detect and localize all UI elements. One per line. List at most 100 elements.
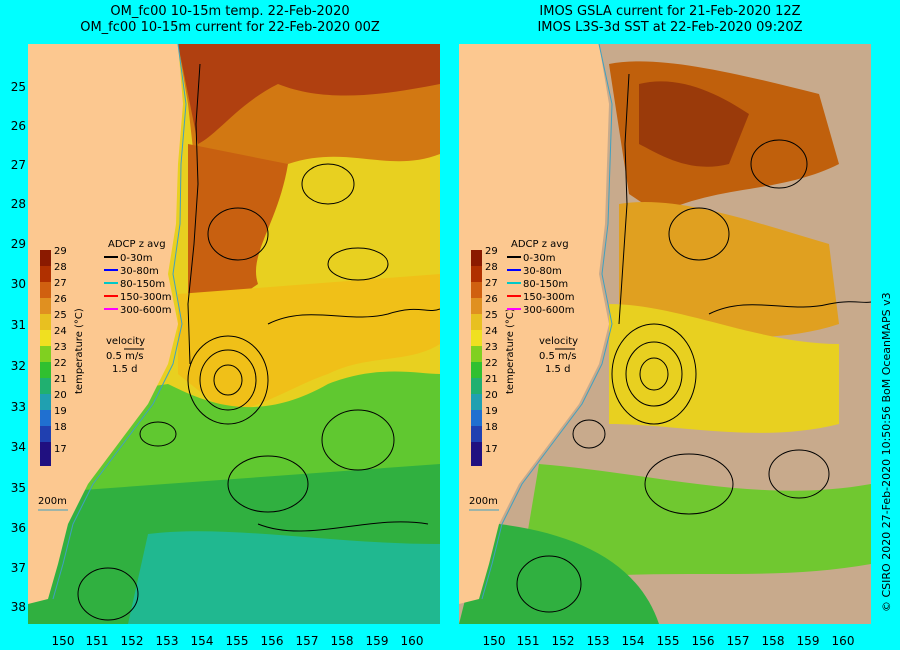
- left-colorbar: [40, 250, 51, 466]
- cb-axis-label: temperature (°C): [505, 308, 516, 394]
- right-200m-contour: [481, 44, 613, 600]
- right-velocity-scale: velocity 0.5 m/s 1.5 d: [539, 336, 578, 375]
- legend-item: 80-150m: [523, 279, 568, 290]
- cb-tick: 25: [54, 310, 67, 321]
- cb-tick: 24: [485, 326, 498, 337]
- cb-tick: 18: [54, 422, 67, 433]
- cb-axis-label: temperature (°C): [74, 308, 85, 394]
- lat-label: 38: [10, 600, 26, 614]
- lat-label: 34: [10, 440, 26, 454]
- lat-label: 31: [10, 318, 26, 332]
- lon-label: 158: [330, 634, 354, 648]
- lat-label: 27: [10, 158, 26, 172]
- lon-label: 150: [51, 634, 75, 648]
- cb-tick: 26: [54, 294, 67, 305]
- cb-tick: 21: [485, 374, 498, 385]
- right-colorbar-ticks: 29 28 27 26 25 24 23 22 21 20 19 18 17 t…: [485, 246, 516, 455]
- lat-label: 32: [10, 359, 26, 373]
- right-map-svg: 29 28 27 26 25 24 23 22 21 20 19 18 17 t…: [459, 44, 871, 624]
- legend-item: 150-300m: [523, 292, 575, 303]
- lat-label: 28: [10, 197, 26, 211]
- left-teal-zone: [128, 531, 440, 624]
- legend-item: 30-80m: [523, 266, 562, 277]
- right-orange-zone: [619, 202, 839, 344]
- cb-tick: 27: [54, 278, 67, 289]
- velocity-time: 1.5 d: [545, 364, 570, 375]
- cb-tick: 18: [485, 422, 498, 433]
- legend-title: ADCP z avg: [511, 239, 569, 250]
- legend-item: 30-80m: [120, 266, 159, 277]
- cb-tick: 23: [485, 342, 498, 353]
- lon-label: 159: [796, 634, 820, 648]
- left-depth-label: 200m: [38, 496, 67, 507]
- cb-tick: 26: [485, 294, 498, 305]
- lon-label: 151: [85, 634, 109, 648]
- lat-label: 36: [10, 521, 26, 535]
- lon-label: 152: [120, 634, 144, 648]
- copyright-credit: © CSIRO 2020 27-Feb-2020 10:50:56 BoM Oc…: [880, 292, 893, 612]
- right-adcp-legend: ADCP z avg 0-30m 30-80m 80-150m 150-300m…: [507, 239, 575, 316]
- legend-item: 300-600m: [120, 305, 172, 316]
- legend-title: ADCP z avg: [108, 239, 166, 250]
- lon-label: 157: [295, 634, 319, 648]
- cb-tick: 21: [54, 374, 67, 385]
- cb-tick: 28: [485, 262, 498, 273]
- right-colorbar: [471, 250, 482, 466]
- left-colorbar-ticks: 29 28 27 26 25 24 23 22 21 20 19 18 17 t…: [54, 246, 85, 455]
- cb-tick: 20: [485, 390, 498, 401]
- right-depth-label: 200m: [469, 496, 498, 507]
- left-hot-zone: [178, 44, 440, 144]
- lon-label: 159: [365, 634, 389, 648]
- lat-label: 35: [10, 481, 26, 495]
- right-yellow-zone: [609, 304, 839, 433]
- left-streamlines: [77, 63, 440, 621]
- legend-item: 0-30m: [120, 253, 152, 264]
- left-adcp-legend: ADCP z avg 0-30m 30-80m 80-150m 150-300m…: [104, 239, 172, 316]
- cb-tick: 27: [485, 278, 498, 289]
- cb-tick: 25: [485, 310, 498, 321]
- left-200m-contour: [52, 44, 187, 600]
- cb-tick: 17: [54, 444, 67, 455]
- right-hot-zone: [639, 81, 749, 167]
- right-land-mass: [459, 44, 609, 604]
- lon-label: 155: [656, 634, 680, 648]
- legend-item: 0-30m: [523, 253, 555, 264]
- cb-tick: 19: [54, 406, 67, 417]
- lon-label: 150: [482, 634, 506, 648]
- legend-item: 150-300m: [120, 292, 172, 303]
- velocity-title: velocity: [106, 336, 145, 347]
- left-land-mass: [28, 44, 183, 604]
- velocity-title: velocity: [539, 336, 578, 347]
- lat-label: 37: [10, 561, 26, 575]
- lon-label: 154: [621, 634, 645, 648]
- cb-tick: 28: [54, 262, 67, 273]
- lat-label: 30: [10, 277, 26, 291]
- right-title-line1: IMOS GSLA current for 21-Feb-2020 12Z: [539, 4, 801, 19]
- velocity-time: 1.5 d: [112, 364, 137, 375]
- lon-label: 156: [260, 634, 284, 648]
- lat-label: 25: [10, 80, 26, 94]
- lon-label: 154: [190, 634, 214, 648]
- lat-label: 26: [10, 119, 26, 133]
- cb-tick: 19: [485, 406, 498, 417]
- lon-label: 155: [225, 634, 249, 648]
- lon-label: 158: [761, 634, 785, 648]
- lon-label: 153: [155, 634, 179, 648]
- left-velocity-scale: velocity 0.5 m/s 1.5 d: [106, 336, 145, 375]
- cb-tick: 20: [54, 390, 67, 401]
- cb-tick: 29: [485, 246, 498, 257]
- right-green-south: [459, 524, 659, 624]
- cb-tick: 22: [54, 358, 67, 369]
- cb-tick: 22: [485, 358, 498, 369]
- left-panel-title: OM_fc00 10-15m temp. 22-Feb-2020 OM_fc00…: [10, 4, 450, 36]
- cb-tick: 23: [54, 342, 67, 353]
- lon-label: 160: [400, 634, 424, 648]
- cb-tick: 17: [485, 444, 498, 455]
- right-map-panel: 29 28 27 26 25 24 23 22 21 20 19 18 17 t…: [459, 44, 871, 624]
- velocity-speed: 0.5 m/s: [539, 351, 576, 362]
- lon-label: 152: [551, 634, 575, 648]
- right-streamlines: [516, 73, 871, 613]
- left-title-line2: OM_fc00 10-15m current for 22-Feb-2020 0…: [80, 20, 380, 35]
- lon-label: 151: [516, 634, 540, 648]
- lon-label: 156: [691, 634, 715, 648]
